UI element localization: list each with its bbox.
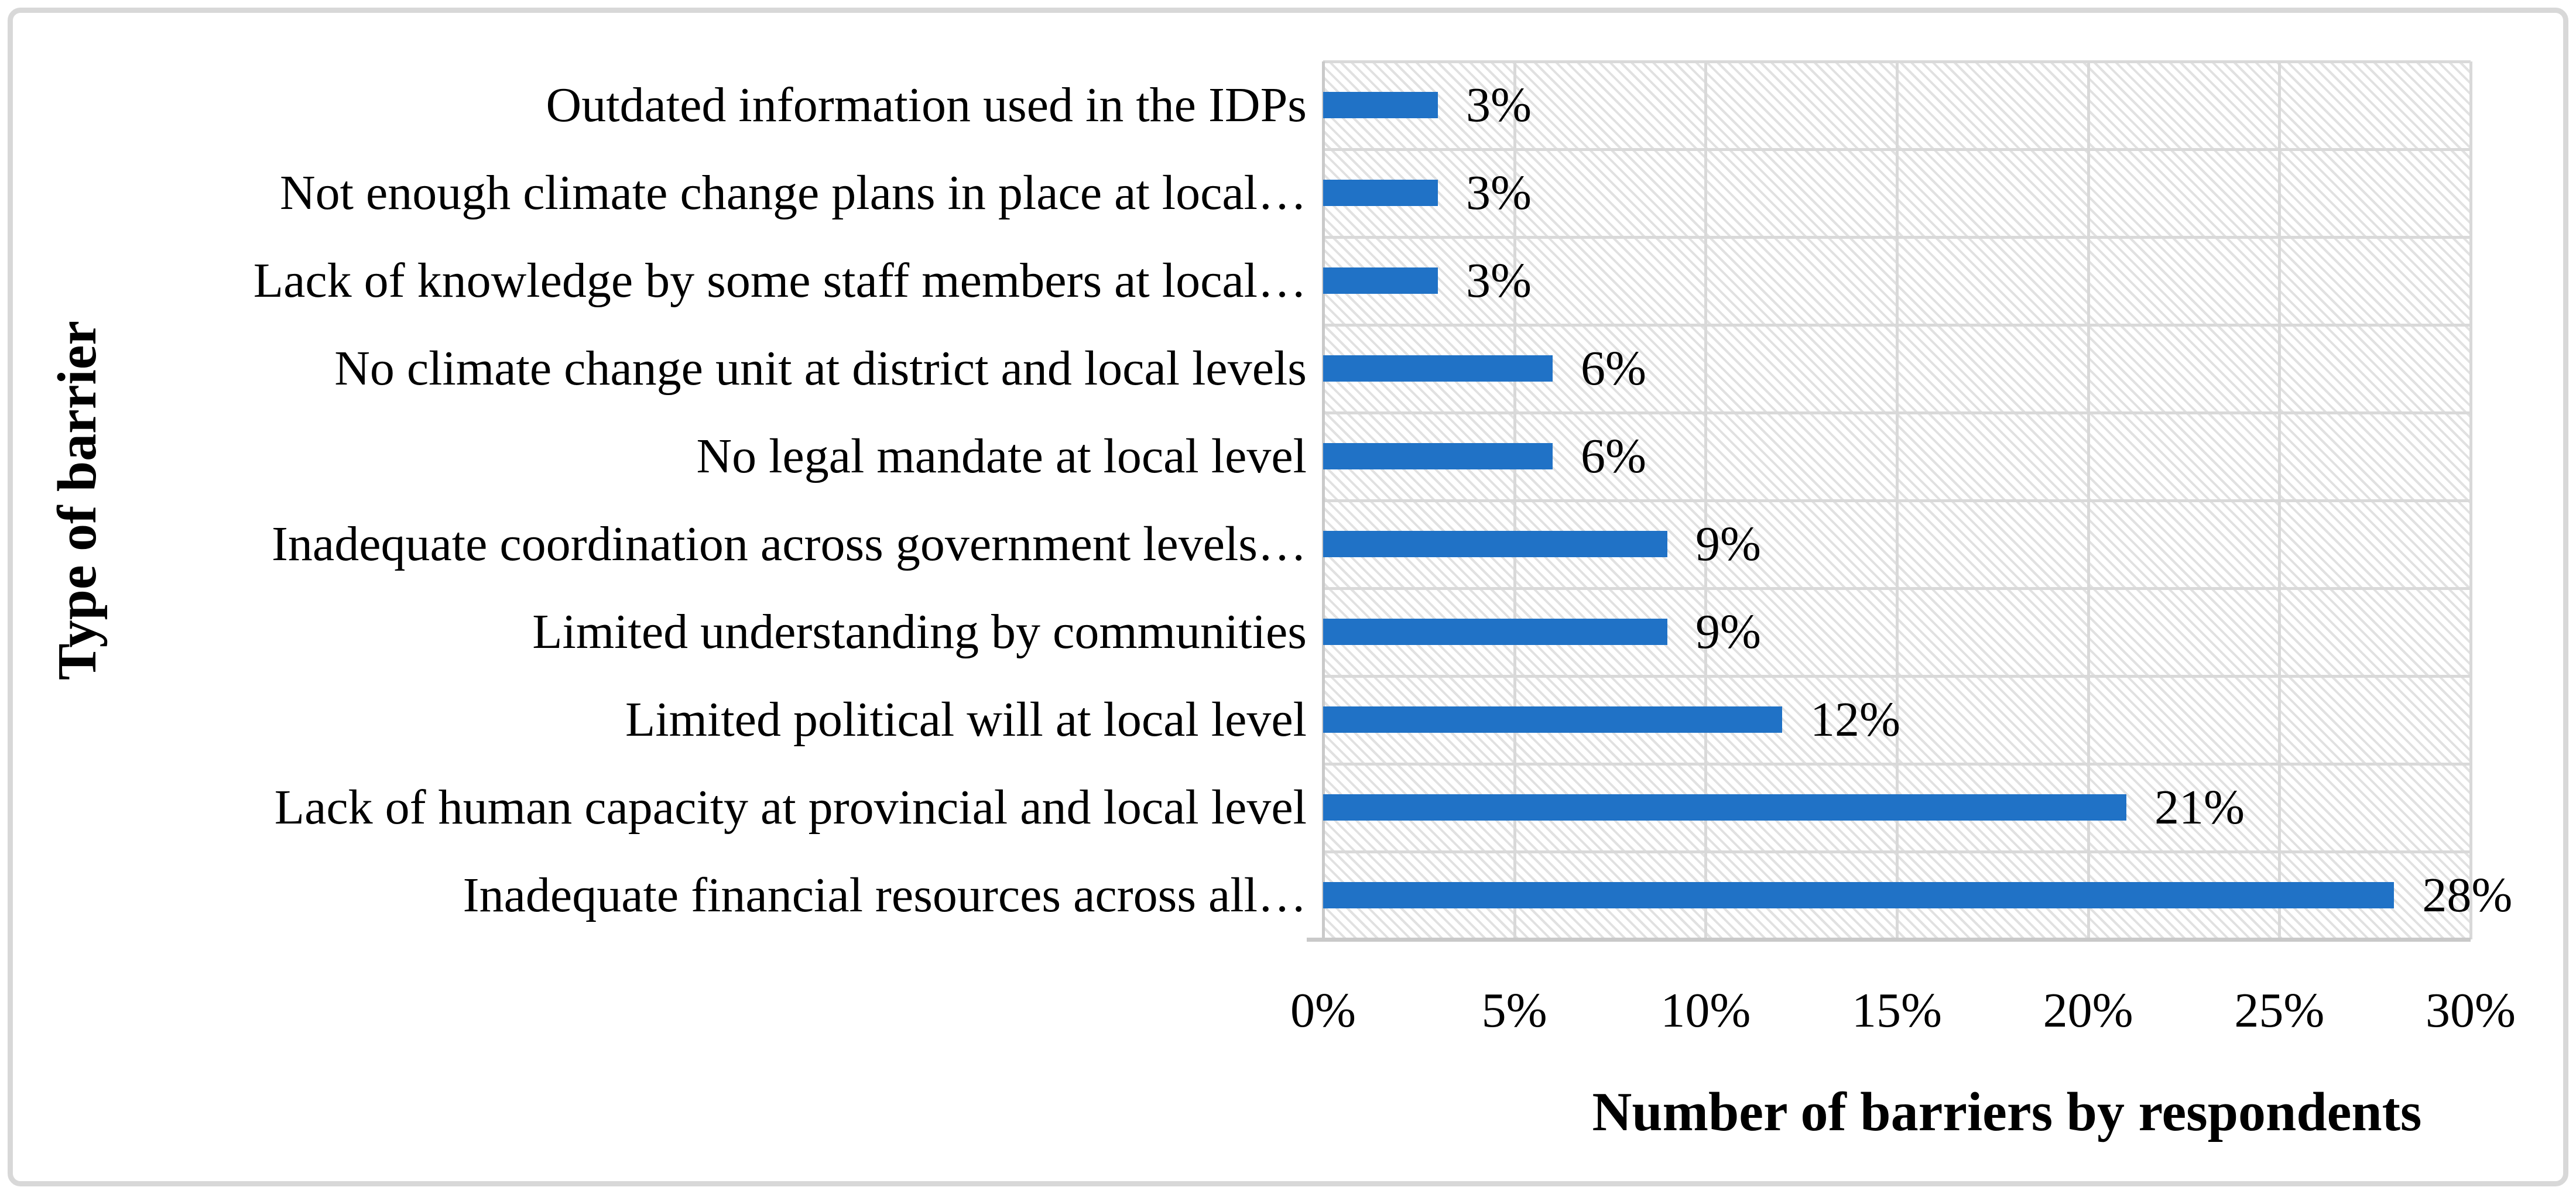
category-axis-labels: Outdated information used in the IDPs Not…: [18, 61, 1307, 939]
bar: [1323, 355, 1553, 382]
category-label: Inadequate financial resources across al…: [463, 868, 1307, 922]
x-tick-label: 10%: [1660, 983, 1751, 1038]
bar: [1323, 180, 1438, 206]
bar: [1323, 267, 1438, 294]
gridline-vertical: [1513, 61, 1516, 939]
category-label: No legal mandate at local level: [696, 429, 1307, 483]
bar-value-label: 3%: [1466, 78, 1532, 132]
category-label: Not enough climate change plans in place…: [279, 166, 1307, 220]
bar-row: 6%: [1323, 413, 2471, 500]
bar-row: 3%: [1323, 149, 2471, 237]
x-axis-tick-labels: 0% 5% 10% 15% 20% 25% 30%: [1290, 973, 2516, 1043]
bar-row: 9%: [1323, 500, 2471, 588]
bar: [1323, 531, 1667, 557]
bar-value-label: 21%: [2154, 780, 2245, 835]
bar: [1323, 619, 1667, 645]
bar-row: 3%: [1323, 61, 2471, 149]
category-label: No climate change unit at district and l…: [334, 341, 1307, 396]
x-tick-label: 30%: [2426, 983, 2516, 1038]
bar-value-label: 6%: [1581, 341, 1646, 396]
bar-value-label: 9%: [1695, 517, 1761, 571]
bar-row: 12%: [1323, 676, 2471, 764]
bar: [1323, 443, 1553, 469]
x-tick-label: 20%: [2043, 983, 2133, 1038]
figure-border: [8, 8, 2568, 1186]
bar: [1323, 882, 2395, 908]
category-label: Limited political will at local level: [625, 692, 1307, 747]
x-tick-label: 0%: [1290, 983, 1356, 1038]
x-axis-line: [1307, 938, 2471, 942]
bar-value-label: 3%: [1466, 166, 1532, 220]
plot-area: 3% 3% 3% 6% 6% 9% 9% 12% 21% 28%: [1307, 60, 2512, 942]
x-tick-label: 25%: [2234, 983, 2325, 1038]
bar-value-label: 6%: [1581, 429, 1646, 483]
gridline-vertical: [1896, 61, 1899, 939]
bar-row: 28%: [1323, 852, 2512, 939]
gridline-vertical: [1704, 61, 1708, 939]
bar: [1323, 706, 1782, 733]
category-label: Limited understanding by communities: [532, 605, 1307, 659]
gridline-vertical: [2469, 61, 2472, 939]
bar-row: 6%: [1323, 325, 2471, 413]
x-tick-label: 5%: [1481, 983, 1547, 1038]
bar-value-label: 3%: [1466, 253, 1532, 308]
bar-row: 21%: [1323, 764, 2471, 852]
bar-row: 9%: [1323, 588, 2471, 676]
category-label: Inadequate coordination across governmen…: [271, 517, 1307, 571]
bar: [1323, 794, 2126, 821]
bar-value-label: 28%: [2422, 868, 2513, 922]
gridline-vertical: [2278, 61, 2282, 939]
x-axis-title: Number of barriers by respondents: [1592, 1082, 2422, 1142]
bar-value-label: 9%: [1695, 605, 1761, 659]
category-label: Lack of knowledge by some staff members …: [253, 253, 1307, 308]
bar-row: 3%: [1323, 237, 2471, 325]
y-axis-line: [1322, 61, 1325, 939]
gridline-vertical: [2087, 61, 2090, 939]
bar: [1323, 92, 1438, 118]
bar-value-label: 12%: [1810, 692, 1900, 747]
x-tick-label: 15%: [1852, 983, 1942, 1038]
category-label: Lack of human capacity at provincial and…: [274, 780, 1307, 835]
category-label: Outdated information used in the IDPs: [546, 78, 1307, 132]
